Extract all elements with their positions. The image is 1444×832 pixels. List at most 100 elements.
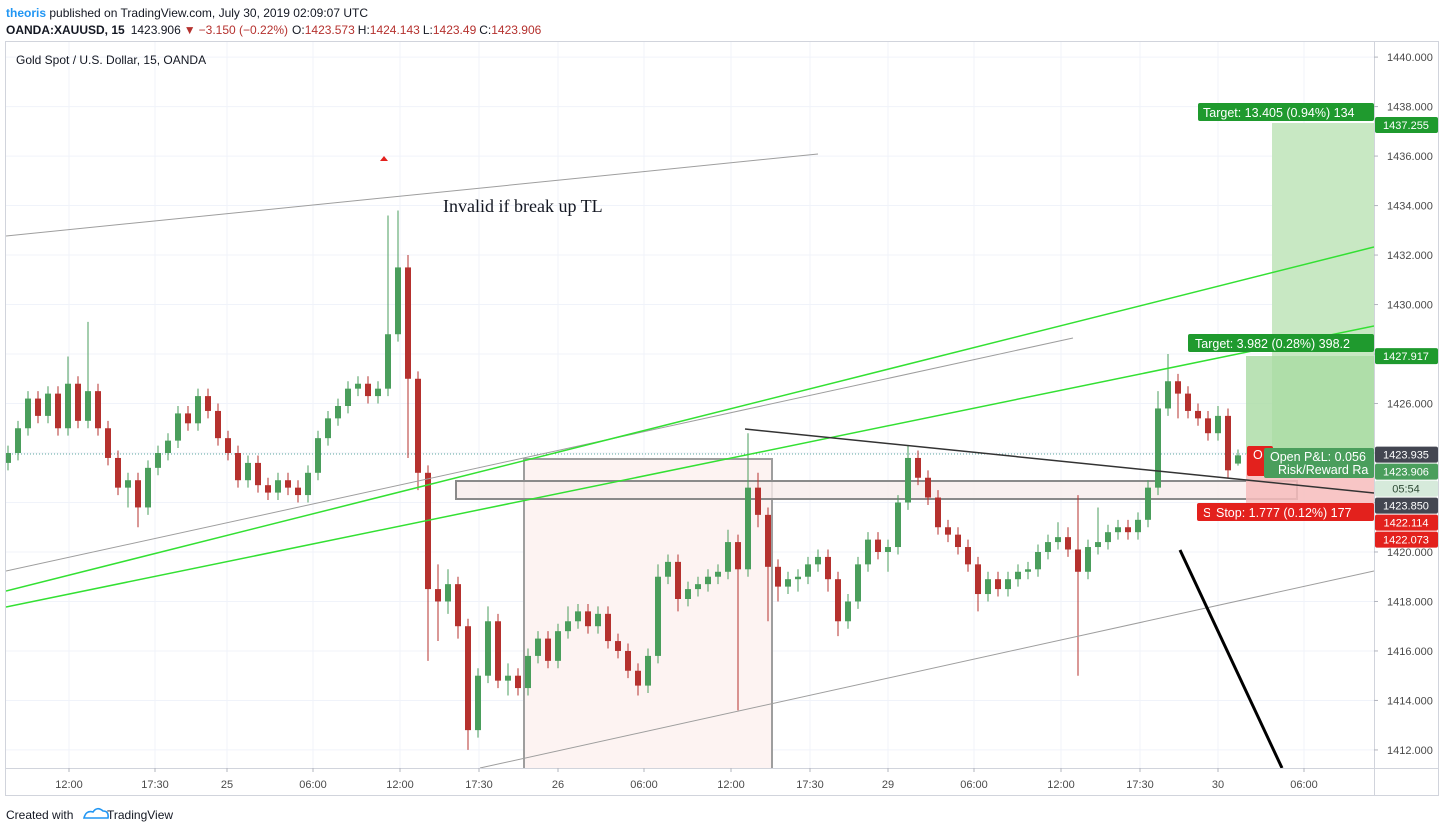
candle-body bbox=[145, 467, 151, 508]
candle-body bbox=[875, 539, 881, 552]
candle-body bbox=[155, 453, 161, 468]
x-tick-label: 17:30 bbox=[141, 779, 169, 791]
candle-body bbox=[85, 391, 91, 421]
candle-body bbox=[125, 480, 131, 488]
candle-body bbox=[105, 428, 111, 458]
c-value: 1423.906 bbox=[491, 23, 541, 37]
publish-line: theoris published on TradingView.com, Ju… bbox=[6, 6, 368, 20]
x-tick-label: 06:00 bbox=[1290, 779, 1318, 791]
last-price: 1423.906 bbox=[131, 23, 181, 37]
x-tick-label: 17:30 bbox=[796, 779, 824, 791]
candle-body bbox=[135, 480, 141, 508]
price-tag-label: 1423.850 bbox=[1383, 501, 1429, 513]
candle-body bbox=[1125, 527, 1131, 533]
x-tick-label: 12:00 bbox=[1047, 779, 1075, 791]
o-label: O: bbox=[292, 23, 305, 37]
x-tick-label: 30 bbox=[1212, 779, 1224, 791]
trendline bbox=[479, 570, 1374, 768]
range-box bbox=[523, 458, 773, 768]
price-tag bbox=[1375, 531, 1438, 548]
price-tag bbox=[1375, 463, 1438, 480]
candle-body bbox=[235, 453, 241, 481]
candle-body bbox=[1045, 542, 1051, 552]
y-tick-label: 1440.000 bbox=[1387, 52, 1433, 64]
candle-body bbox=[285, 480, 291, 488]
candle-body bbox=[895, 502, 901, 548]
candle-body bbox=[35, 398, 41, 416]
candle-body bbox=[985, 579, 991, 595]
x-tick-label: 06:00 bbox=[960, 779, 988, 791]
y-tick-label: 1416.000 bbox=[1387, 646, 1433, 658]
candle-body bbox=[735, 542, 741, 570]
author: theoris bbox=[6, 6, 46, 20]
h-label: H: bbox=[358, 23, 370, 37]
candle-body bbox=[725, 542, 731, 572]
symbol-line: OANDA:XAUUSD, 15 1423.906 ▼ −3.150 (−0.22%)… bbox=[6, 23, 542, 37]
y-tick-label: 1426.000 bbox=[1387, 399, 1433, 411]
risk-reward-label: Risk/Reward Ra bbox=[1278, 463, 1368, 477]
published: published on TradingView.com, July 30, 2… bbox=[46, 6, 368, 20]
candle-body bbox=[365, 383, 371, 397]
candle-body bbox=[55, 393, 61, 429]
candle-body bbox=[485, 621, 491, 676]
candle-body bbox=[925, 477, 931, 498]
y-tick-label: 1418.000 bbox=[1387, 596, 1433, 608]
price-tag-label: 1422.073 bbox=[1383, 535, 1429, 547]
candle-body bbox=[935, 497, 941, 528]
x-tick-label: 17:30 bbox=[1126, 779, 1154, 791]
candle-body bbox=[885, 547, 891, 552]
candle-body bbox=[565, 621, 571, 632]
candle-body bbox=[635, 670, 641, 686]
candle-body bbox=[1155, 408, 1161, 488]
candle-body bbox=[245, 462, 251, 481]
candle-body bbox=[615, 641, 621, 651]
chart-title: Gold Spot / U.S. Dollar, 15, OANDA bbox=[16, 53, 206, 67]
candle-body bbox=[1175, 381, 1181, 394]
change: −3.150 (−0.22%) bbox=[199, 23, 288, 37]
price-tag-label: 1423.935 bbox=[1383, 450, 1429, 462]
candle-body bbox=[655, 576, 661, 656]
x-tick-label: 06:00 bbox=[630, 779, 658, 791]
logo bbox=[82, 807, 109, 819]
candle-body bbox=[455, 584, 461, 627]
y-tick-label: 1432.000 bbox=[1387, 250, 1433, 262]
candle-body bbox=[405, 267, 411, 379]
arrow-line bbox=[1178, 549, 1284, 768]
x-tick-label: 12:00 bbox=[55, 779, 83, 791]
candle-body bbox=[645, 655, 651, 686]
x-tick-label: 26 bbox=[552, 779, 564, 791]
trendline bbox=[6, 337, 1074, 572]
candle-body bbox=[675, 561, 681, 599]
y-tick-label: 1436.000 bbox=[1387, 151, 1433, 163]
candle-body bbox=[225, 438, 231, 454]
candle-body bbox=[305, 472, 311, 496]
c-label: C: bbox=[479, 23, 491, 37]
target-zone bbox=[1246, 356, 1374, 454]
y-tick-label: 1434.000 bbox=[1387, 201, 1433, 213]
candle-body bbox=[345, 388, 351, 406]
price-tag bbox=[1375, 117, 1438, 134]
x-tick-label: 25 bbox=[221, 779, 233, 791]
candle-body bbox=[255, 462, 261, 486]
candle-body bbox=[995, 579, 1001, 590]
x-tick-label: 12:00 bbox=[717, 779, 745, 791]
price-tag-label: 1437.255 bbox=[1383, 120, 1429, 132]
candle-body bbox=[205, 396, 211, 411]
candle-body bbox=[585, 611, 591, 627]
candle-body bbox=[1205, 418, 1211, 434]
candle-body bbox=[6, 453, 11, 463]
candle-body bbox=[1195, 410, 1201, 419]
candle-body bbox=[865, 539, 871, 565]
o-value: 1423.573 bbox=[305, 23, 355, 37]
candle-body bbox=[335, 405, 341, 419]
green-trendline bbox=[6, 246, 1374, 592]
candle-body bbox=[1115, 527, 1121, 533]
price-tag-label: 1427.917 bbox=[1383, 351, 1429, 363]
candle-body bbox=[535, 638, 541, 656]
candle-body bbox=[715, 571, 721, 577]
candle-body bbox=[445, 584, 451, 602]
l-label: L: bbox=[423, 23, 433, 37]
candle-body bbox=[745, 487, 751, 570]
candle-body bbox=[835, 579, 841, 622]
